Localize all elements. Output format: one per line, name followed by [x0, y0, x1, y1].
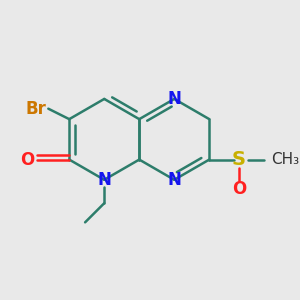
- Text: N: N: [167, 90, 181, 108]
- Text: Br: Br: [25, 100, 46, 118]
- Text: CH₃: CH₃: [271, 152, 299, 167]
- Text: S: S: [232, 150, 246, 169]
- Text: N: N: [97, 171, 111, 189]
- Text: O: O: [20, 151, 34, 169]
- Text: N: N: [167, 171, 181, 189]
- Text: O: O: [232, 180, 246, 198]
